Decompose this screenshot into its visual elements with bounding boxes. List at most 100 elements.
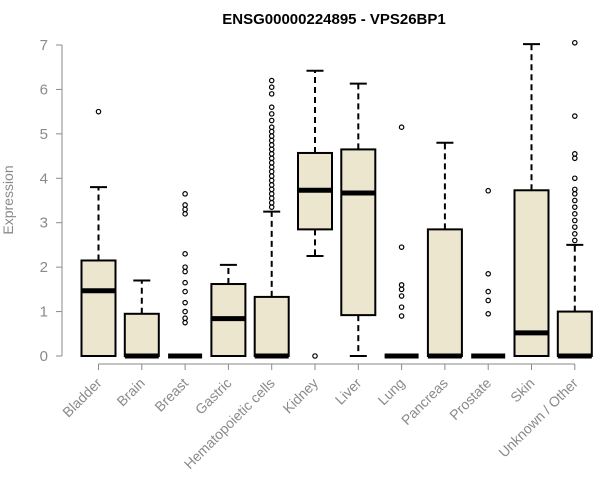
outlier-point [398,286,405,293]
outlier-point [398,313,405,319]
box-body [80,259,117,358]
outlier-point [268,164,275,170]
outlier-point [268,91,275,97]
outlier-point [398,282,405,288]
outlier-point [398,124,405,130]
outlier-point [95,108,102,115]
box-prostate [471,187,506,359]
outlier-point [485,271,492,277]
x-tick-label: Brain [113,375,147,409]
y-axis: 0 1 2 3 4 5 6 7 [40,37,63,365]
box-bladder [80,108,117,358]
outlier-point [268,182,275,188]
boxes-group [80,39,593,359]
outlier-point [571,155,578,162]
outlier-point [485,288,492,295]
outlier-point [268,133,275,139]
outlier-point [268,168,275,175]
box-liver [340,82,377,357]
outlier-point [268,142,275,148]
x-tick-label: Prostate [446,375,494,423]
y-tick-label: 4 [40,170,48,187]
outlier-point [571,217,578,224]
outlier-point [182,315,188,322]
outlier-point [182,251,188,257]
outlier-point [182,308,188,315]
outlier-point [571,113,578,119]
outlier-point [268,159,275,166]
box-skin [513,43,550,357]
outlier-point [571,237,578,244]
outlier-point [571,191,578,197]
outlier-point [398,244,405,250]
x-tick-label: Unknown / Other [495,375,581,461]
outlier-point [268,117,275,124]
box-pancreas [426,141,463,359]
outlier-point [571,204,578,210]
outlier-point [268,199,275,206]
outlier-point [268,137,275,144]
outlier-point [182,319,188,326]
box-kidney [297,69,333,359]
outlier-point [182,206,188,213]
outlier-point [182,211,188,217]
box-body [556,310,593,358]
box-body [513,189,550,357]
outlier-point [268,77,275,84]
outlier-point [485,310,492,317]
outlier-point [268,111,275,117]
y-tick-label: 2 [40,259,48,276]
x-tick-label: Breast [151,375,191,415]
outlier-point [268,186,275,193]
box-body [253,295,290,358]
box-body [426,228,463,357]
box-unknown-other [556,39,593,359]
x-tick-label: Kidney [280,375,322,417]
outlier-point [571,39,578,46]
box-body [340,148,377,317]
y-tick-label: 6 [40,81,48,98]
outlier-point [571,151,578,157]
y-tick-label: 7 [40,37,48,54]
outlier-point [268,124,275,130]
outlier-point [268,204,275,210]
outlier-point [398,293,405,299]
outlier-point [312,353,318,359]
y-tick-label: 3 [40,215,48,232]
outlier-point [398,304,405,310]
box-body [123,312,160,357]
outlier-point [571,186,578,193]
outlier-point [268,191,275,197]
outlier-point [571,197,578,204]
outlier-point [571,211,578,217]
outlier-point [268,177,275,184]
outlier-point [268,128,275,135]
x-tick-label: Gastric [192,375,235,418]
chart-title: ENSG00000224895 - VPS26BP1 [222,11,445,28]
box-gastric [210,263,247,358]
outlier-point [268,151,275,157]
outlier-point [182,299,188,306]
outlier-point [268,146,275,153]
outlier-point [485,297,492,304]
outlier-point [182,191,188,197]
outlier-point [182,279,188,286]
x-tick-label: Pancreas [398,375,451,428]
outlier-point [182,264,188,270]
outlier-point [485,187,492,194]
box-brain [123,279,160,359]
outlier-point [268,155,275,162]
box-hematopoietic-cells [253,77,290,359]
x-tick-label: Skin [507,375,538,406]
outlier-point [571,231,578,237]
outlier-point [571,224,578,230]
outlier-point [182,288,188,295]
x-tick-label: Bladder [59,375,105,421]
y-axis-label: Expression [0,165,16,234]
box-lung [384,124,419,359]
y-tick-label: 0 [40,348,48,365]
outlier-point [571,175,578,182]
outlier-point [268,195,275,202]
